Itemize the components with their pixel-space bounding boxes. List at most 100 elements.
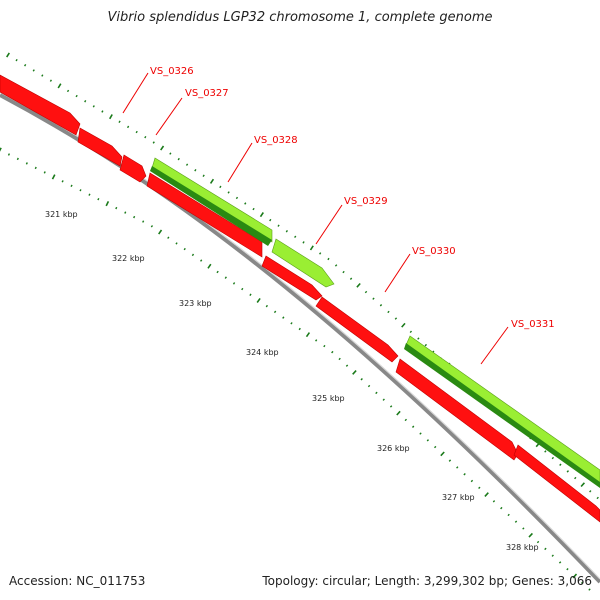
major-tick-mark xyxy=(401,322,406,328)
tick-label-325: 325 kbp xyxy=(312,394,345,403)
gene-feature-vs0330[interactable] xyxy=(315,296,399,363)
minor-tick-mark xyxy=(456,466,459,469)
minor-tick-mark xyxy=(394,317,398,320)
major-tick-mark xyxy=(105,201,110,207)
minor-tick-mark xyxy=(514,520,518,523)
minor-tick-mark xyxy=(124,211,127,214)
gene-feature-vs0326[interactable] xyxy=(77,127,123,167)
gene-feature-vs0327[interactable] xyxy=(119,154,147,183)
minor-tick-mark xyxy=(249,293,252,296)
minor-tick-mark xyxy=(191,253,195,257)
gene-feature-vs0331-opposite[interactable] xyxy=(395,358,519,461)
minor-tick-mark xyxy=(349,277,353,280)
minor-tick-mark xyxy=(536,540,540,544)
minor-tick-mark xyxy=(32,69,35,72)
gene-label-vs0326[interactable]: VS_0326 xyxy=(150,66,194,77)
minor-tick-mark xyxy=(426,439,430,442)
minor-tick-mark xyxy=(16,157,19,161)
minor-tick-mark xyxy=(331,350,334,354)
minor-tick-mark xyxy=(49,79,53,82)
minor-tick-mark xyxy=(200,259,203,262)
minor-tick-mark xyxy=(500,506,503,510)
minor-tick-mark xyxy=(97,197,100,201)
major-tick-mark xyxy=(51,174,56,180)
chromosome-backbone-highlight xyxy=(0,91,600,580)
minor-tick-mark xyxy=(411,425,415,428)
genome-summary-text: Topology: circular; Length: 3,299,302 bp… xyxy=(262,574,592,588)
minor-tick-mark xyxy=(323,344,326,348)
minor-tick-mark xyxy=(448,459,452,462)
minor-tick-mark xyxy=(372,297,375,300)
minor-tick-mark xyxy=(544,450,547,453)
minor-tick-mark xyxy=(294,235,297,239)
minor-tick-mark xyxy=(360,378,363,381)
minor-tick-mark xyxy=(75,94,78,98)
minor-tick-mark xyxy=(544,547,547,551)
minor-tick-mark xyxy=(364,290,368,294)
gene-label-vs0329[interactable]: VS_0329 xyxy=(344,196,388,207)
minor-tick-mark xyxy=(522,527,525,530)
gene-feature-vs0328-opposite[interactable] xyxy=(146,172,263,258)
gene-feature-vs0332[interactable] xyxy=(513,444,600,523)
minor-tick-mark xyxy=(118,120,121,123)
major-tick-mark xyxy=(259,212,264,218)
minor-tick-mark xyxy=(232,282,236,285)
minor-tick-mark xyxy=(142,220,145,223)
minor-tick-mark xyxy=(558,561,562,564)
gene-feature-vs0329[interactable] xyxy=(271,238,335,288)
minor-tick-mark xyxy=(43,171,46,174)
gene-feature-vs0325[interactable] xyxy=(0,74,81,136)
minor-tick-mark xyxy=(551,456,555,460)
minor-tick-mark xyxy=(269,218,272,222)
major-tick-mark xyxy=(0,147,2,152)
gene-feature-vs0331[interactable] xyxy=(405,335,600,485)
gene-label-vs0331[interactable]: VS_0331 xyxy=(511,319,555,330)
gene-feature-vs0331-shade xyxy=(404,343,600,488)
minor-tick-mark xyxy=(282,316,285,319)
minor-tick-mark xyxy=(126,125,130,129)
gene-feature-vs0329-opposite[interactable] xyxy=(261,255,323,301)
major-tick-mark xyxy=(160,145,165,151)
map-title: Vibrio splendidus LGP32 chromosome 1, co… xyxy=(107,10,493,25)
minor-tick-mark xyxy=(277,224,280,227)
minor-tick-mark xyxy=(285,230,288,233)
gene-label-vs0330[interactable]: VS_0330 xyxy=(412,246,456,257)
minor-tick-mark xyxy=(88,193,91,196)
tick-label-327: 327 kbp xyxy=(442,493,475,502)
inner-tick-track xyxy=(0,147,591,591)
minor-tick-mark xyxy=(167,236,170,239)
minor-tick-mark xyxy=(194,169,197,172)
gene-label-vs0328[interactable]: VS_0328 xyxy=(254,135,298,146)
minor-tick-mark xyxy=(241,287,244,291)
minor-tick-mark xyxy=(66,89,70,93)
tick-label-322: 322 kbp xyxy=(112,254,145,263)
tick-label-323: 323 kbp xyxy=(179,299,212,308)
accession-text: Accession: NC_011753 xyxy=(9,574,146,588)
minor-tick-mark xyxy=(25,162,28,165)
minor-tick-mark xyxy=(152,141,155,144)
minor-tick-mark xyxy=(566,568,569,571)
tick-label-321: 321 kbp xyxy=(45,210,78,219)
minor-tick-mark xyxy=(342,270,345,274)
minor-tick-mark xyxy=(34,166,37,170)
minor-tick-mark xyxy=(135,130,138,134)
major-tick-mark xyxy=(309,245,314,251)
minor-tick-mark xyxy=(15,58,18,62)
minor-tick-mark xyxy=(404,418,408,422)
minor-tick-mark xyxy=(185,163,189,166)
gene-feature-vs0328[interactable] xyxy=(151,157,273,243)
major-tick-mark xyxy=(209,178,215,184)
minor-tick-mark xyxy=(252,207,255,211)
minor-tick-mark xyxy=(478,486,481,489)
minor-tick-mark xyxy=(7,153,11,156)
minor-tick-mark xyxy=(244,202,247,205)
minor-tick-mark xyxy=(345,364,349,367)
major-tick-mark xyxy=(6,52,10,58)
outer-tick-track xyxy=(6,52,599,500)
minor-tick-mark xyxy=(216,270,219,274)
minor-tick-mark xyxy=(70,184,73,188)
minor-tick-mark xyxy=(101,110,104,113)
minor-tick-mark xyxy=(417,337,420,340)
gene-label-vs0327[interactable]: VS_0327 xyxy=(185,88,229,99)
